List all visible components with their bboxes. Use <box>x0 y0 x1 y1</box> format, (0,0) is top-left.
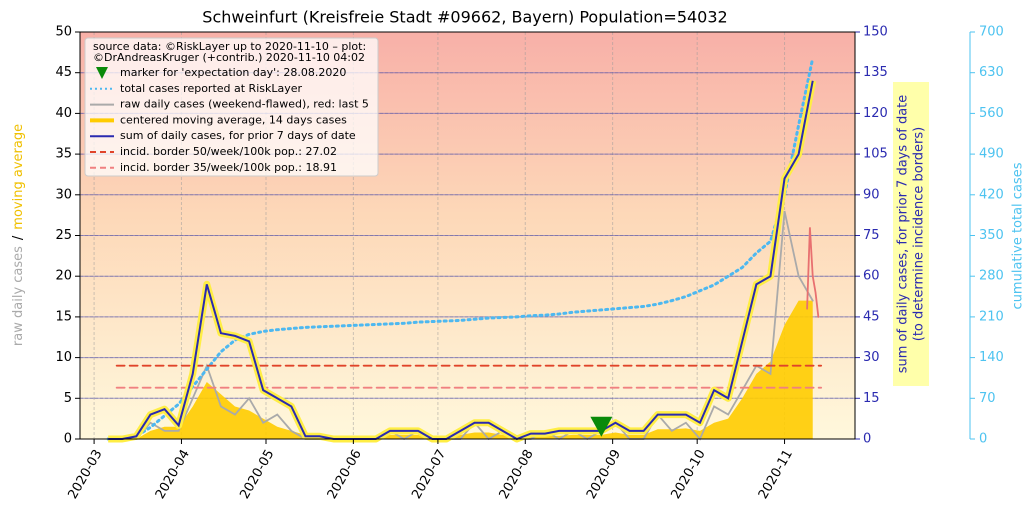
legend-label: total cases reported at RiskLayer <box>120 82 303 95</box>
legend-swatch <box>96 67 108 79</box>
y-tick-label: 10 <box>55 350 72 365</box>
x-tick-label: 2020-05 <box>237 447 277 502</box>
legend-label: raw daily cases (weekend-flawed), red: l… <box>120 98 369 111</box>
y-tick-label: 35 <box>55 147 72 162</box>
y-tick-label: 30 <box>55 187 72 202</box>
y3-tick-label: 630 <box>979 65 1004 80</box>
y3-tick-label: 140 <box>979 350 1004 365</box>
y2-axis-label: (to determine incidence borders) <box>912 127 927 342</box>
y-tick-label: 40 <box>55 106 72 121</box>
x-tick-label: 2020-08 <box>497 447 537 502</box>
y2-tick-label: 75 <box>863 228 880 243</box>
legend-label: sum of daily cases, for prior 7 days of … <box>120 129 356 142</box>
y2-tick-label: 45 <box>863 309 880 324</box>
moving-average-area <box>108 300 813 439</box>
y3-tick-label: 490 <box>979 147 1004 162</box>
y-tick-label: 0 <box>64 432 72 447</box>
y3-tick-label: 420 <box>979 187 1004 202</box>
y3-tick-label: 350 <box>979 228 1004 243</box>
y2-tick-label: 120 <box>863 106 888 121</box>
y2-tick-label: 150 <box>863 25 888 40</box>
y2-label-box <box>893 82 929 386</box>
legend-label: incid. border 35/week/100k pop.: 18.91 <box>120 161 337 174</box>
y-label-sep: / <box>11 235 26 240</box>
chart-title: Schweinfurt (Kreisfreie Stadt #09662, Ba… <box>202 8 727 27</box>
x-tick-label: 2020-09 <box>584 447 624 502</box>
y2-tick-label: 90 <box>863 187 880 202</box>
y3-tick-label: 0 <box>979 432 987 447</box>
line-line <box>806 227 820 318</box>
y3-tick-label: 280 <box>979 269 1004 284</box>
dotted-line <box>106 56 815 441</box>
y-tick-label: 15 <box>55 309 72 324</box>
x-tick-label: 2020-07 <box>409 447 449 502</box>
y2-tick-label: 15 <box>863 391 880 406</box>
legend-label: centered moving average, 14 days cases <box>120 113 347 126</box>
y2-tick-label: 0 <box>863 432 871 447</box>
x-tick-label: 2020-03 <box>65 447 105 502</box>
legend-source: source data: ©RiskLayer up to 2020-11-10… <box>93 40 366 53</box>
y2-axis-label: sum of daily cases, for prior 7 days of … <box>896 95 911 374</box>
x-tick-label: 2020-11 <box>756 447 796 502</box>
sum-line <box>108 80 814 441</box>
y3-tick-label: 700 <box>979 25 1004 40</box>
y3-axis-label: cumulative total cases <box>1011 162 1026 309</box>
y2-tick-label: 135 <box>863 65 888 80</box>
y-tick-label: 50 <box>55 25 72 40</box>
legend-label: marker for 'expectation day': 28.08.2020 <box>120 66 346 79</box>
y2-tick-label: 60 <box>863 269 880 284</box>
plot-frame <box>79 31 856 440</box>
y3-tick-label: 70 <box>979 391 996 406</box>
y-axis-label: raw daily cases / moving average <box>11 124 26 346</box>
y-tick-label: 25 <box>55 228 72 243</box>
x-tick-label: 2020-10 <box>669 447 709 502</box>
y2-tick-label: 105 <box>863 147 888 162</box>
legend-box <box>84 37 379 177</box>
legend-label: incid. border 50/week/100k pop.: 27.02 <box>120 145 337 158</box>
y-label-raw: raw daily cases <box>11 246 26 346</box>
legend: source data: ©RiskLayer up to 2020-11-10… <box>84 37 379 177</box>
y-tick-label: 20 <box>55 269 72 284</box>
y-tick-label: 45 <box>55 65 72 80</box>
y2-tick-label: 30 <box>863 350 880 365</box>
y-label-ma: moving average <box>11 124 26 230</box>
y3-tick-label: 210 <box>979 309 1004 324</box>
y3-tick-label: 560 <box>979 106 1004 121</box>
expectation-marker <box>590 416 613 437</box>
x-tick-label: 2020-06 <box>325 447 365 502</box>
x-tick-label: 2020-04 <box>153 447 193 502</box>
y-tick-label: 5 <box>64 391 72 406</box>
legend-source: ©DrAndreasKruger (+contrib.) 2020-11-10 … <box>93 51 365 64</box>
